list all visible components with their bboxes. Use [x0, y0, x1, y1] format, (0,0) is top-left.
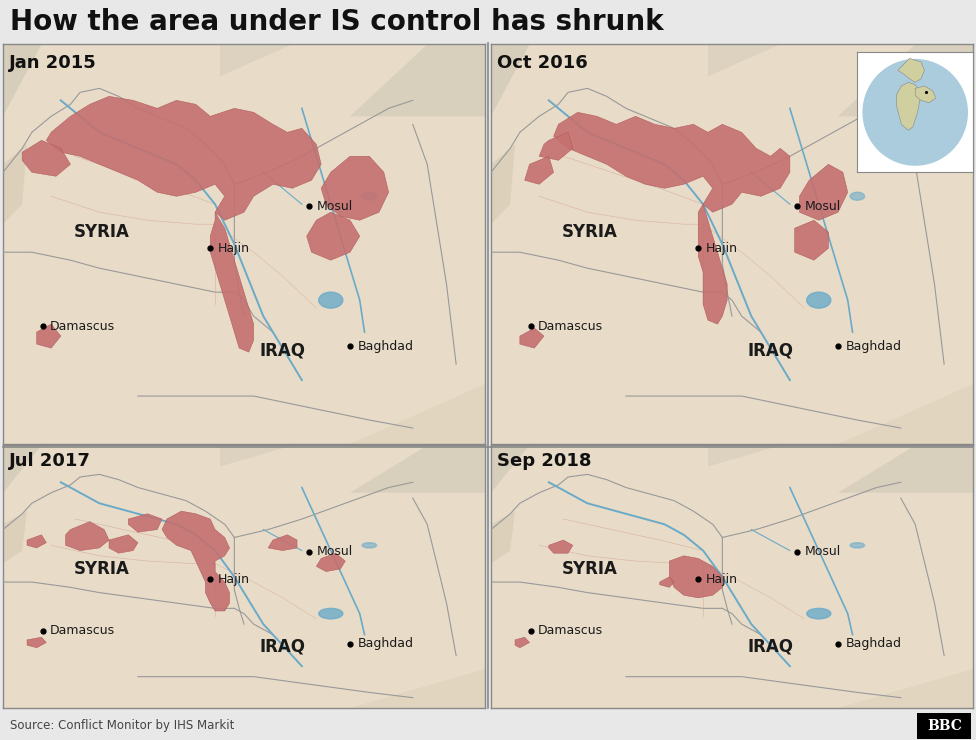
Text: Mosul: Mosul	[804, 545, 840, 559]
Polygon shape	[491, 144, 515, 224]
Ellipse shape	[362, 542, 377, 548]
Text: How the area under IS control has shrunk: How the area under IS control has shrunk	[10, 8, 664, 36]
Ellipse shape	[850, 192, 865, 201]
Polygon shape	[549, 540, 573, 554]
Polygon shape	[553, 112, 790, 212]
Polygon shape	[162, 511, 229, 611]
Polygon shape	[3, 445, 42, 493]
Ellipse shape	[807, 608, 831, 619]
Text: Mosul: Mosul	[316, 200, 352, 212]
Polygon shape	[525, 156, 553, 184]
Text: Oct 2016: Oct 2016	[497, 54, 588, 73]
Text: Baghdad: Baghdad	[845, 637, 901, 650]
Polygon shape	[799, 164, 848, 221]
Polygon shape	[838, 445, 973, 493]
Text: IRAQ: IRAQ	[260, 341, 305, 359]
Polygon shape	[515, 637, 530, 648]
Polygon shape	[3, 44, 42, 116]
Text: Jan 2015: Jan 2015	[9, 54, 97, 73]
Text: IRAQ: IRAQ	[748, 637, 793, 656]
Text: Damascus: Damascus	[50, 624, 115, 637]
Text: Hajin: Hajin	[218, 242, 250, 255]
Polygon shape	[27, 637, 46, 648]
Ellipse shape	[807, 292, 831, 308]
Text: Damascus: Damascus	[538, 624, 603, 637]
Polygon shape	[321, 156, 388, 221]
Polygon shape	[350, 384, 485, 444]
Text: Hajin: Hajin	[706, 573, 738, 586]
Polygon shape	[46, 96, 321, 221]
Ellipse shape	[319, 292, 343, 308]
Polygon shape	[128, 514, 162, 532]
Text: Jul 2017: Jul 2017	[9, 452, 91, 470]
Polygon shape	[27, 535, 46, 548]
Text: Source: Conflict Monitor by IHS Markit: Source: Conflict Monitor by IHS Markit	[10, 719, 234, 732]
Polygon shape	[491, 511, 515, 564]
Ellipse shape	[362, 192, 377, 201]
Text: SYRIA: SYRIA	[74, 223, 130, 241]
Polygon shape	[838, 44, 973, 116]
Text: SYRIA: SYRIA	[74, 560, 130, 578]
Polygon shape	[708, 445, 780, 466]
Text: SYRIA: SYRIA	[562, 223, 618, 241]
Text: Mosul: Mosul	[804, 200, 840, 212]
Text: Baghdad: Baghdad	[357, 637, 413, 650]
Polygon shape	[491, 445, 530, 493]
Polygon shape	[268, 535, 297, 551]
Text: SYRIA: SYRIA	[562, 560, 618, 578]
Polygon shape	[220, 44, 292, 76]
Polygon shape	[794, 221, 829, 260]
Text: IRAQ: IRAQ	[748, 341, 793, 359]
Polygon shape	[670, 556, 722, 598]
Text: Damascus: Damascus	[50, 320, 115, 332]
Text: Baghdad: Baghdad	[357, 340, 413, 352]
Polygon shape	[539, 132, 573, 161]
Polygon shape	[220, 445, 292, 466]
Text: BBC: BBC	[927, 719, 961, 733]
Polygon shape	[520, 328, 544, 348]
Polygon shape	[708, 44, 780, 76]
Polygon shape	[698, 204, 727, 324]
Polygon shape	[350, 44, 485, 116]
Text: Baghdad: Baghdad	[845, 340, 901, 352]
Polygon shape	[660, 577, 674, 588]
Polygon shape	[65, 522, 109, 551]
Polygon shape	[109, 535, 138, 554]
Polygon shape	[316, 554, 346, 571]
Polygon shape	[306, 212, 360, 260]
Polygon shape	[3, 511, 27, 564]
Text: Mosul: Mosul	[316, 545, 352, 559]
Polygon shape	[3, 144, 27, 224]
Polygon shape	[350, 445, 485, 493]
Ellipse shape	[319, 608, 343, 619]
Polygon shape	[838, 384, 973, 444]
Text: Damascus: Damascus	[538, 320, 603, 332]
Text: Hajin: Hajin	[218, 573, 250, 586]
Polygon shape	[210, 212, 254, 352]
Polygon shape	[37, 324, 61, 348]
Text: IRAQ: IRAQ	[260, 637, 305, 656]
Polygon shape	[22, 141, 70, 176]
Polygon shape	[350, 669, 485, 708]
Polygon shape	[491, 44, 530, 116]
Text: Sep 2018: Sep 2018	[497, 452, 591, 470]
Polygon shape	[838, 669, 973, 708]
Ellipse shape	[850, 542, 865, 548]
Text: Hajin: Hajin	[706, 242, 738, 255]
